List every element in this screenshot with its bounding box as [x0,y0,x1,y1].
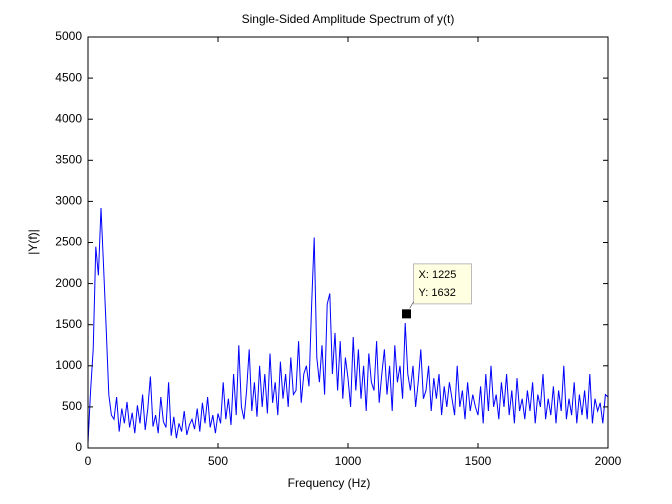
x-tick-label: 2000 [595,454,622,468]
x-tick-label: 500 [208,454,228,468]
y-tick-label: 5000 [55,29,82,43]
y-tick-label: 4500 [55,70,82,84]
datatip-label: X: 1225 [419,269,457,281]
y-tick-label: 500 [62,399,82,413]
y-tick-label: 1000 [55,358,82,372]
x-tick-label: 1500 [465,454,492,468]
y-tick-label: 2000 [55,276,82,290]
y-axis-label: |Y(f)| [26,229,40,255]
y-tick-label: 0 [75,440,82,454]
plot-area [88,37,608,448]
datatip-box [413,263,472,305]
x-tick-label: 0 [85,454,92,468]
datatip-label: Y: 1632 [419,287,456,299]
y-tick-label: 1500 [55,317,82,331]
x-tick-label: 1000 [335,454,362,468]
y-tick-label: 4000 [55,111,82,125]
y-tick-label: 2500 [55,235,82,249]
y-tick-label: 3000 [55,194,82,208]
chart-title: Single-Sided Amplitude Spectrum of y(t) [242,12,455,26]
datatip-marker [401,308,412,320]
spectrum-line [87,207,609,444]
y-tick-label: 3500 [55,152,82,166]
x-axis-label: Frequency (Hz) [288,476,371,490]
